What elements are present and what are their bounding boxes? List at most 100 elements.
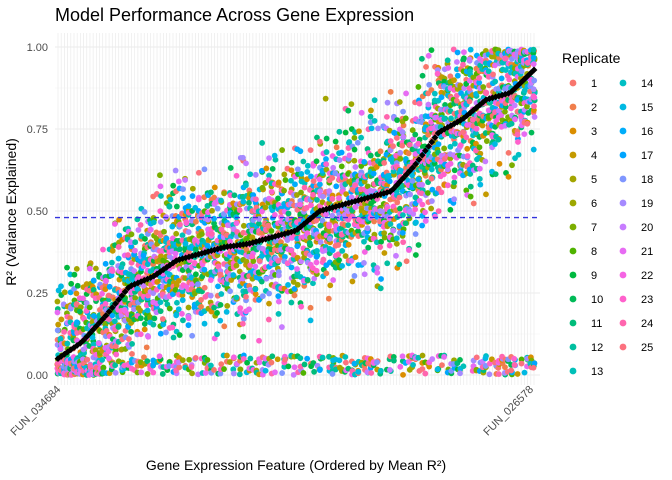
replicate-point <box>444 182 451 189</box>
replicate-point <box>142 235 148 242</box>
replicate-point <box>256 257 263 264</box>
replicate-point <box>400 134 407 140</box>
mean-point <box>64 348 71 356</box>
replicate-point <box>387 88 394 95</box>
replicate-point <box>227 238 233 245</box>
replicate-point <box>409 127 416 134</box>
replicate-point <box>354 139 361 146</box>
replicate-point <box>278 213 284 220</box>
replicate-point <box>383 113 390 120</box>
replicate-point <box>447 160 454 167</box>
mean-point <box>453 118 461 126</box>
replicate-point <box>473 125 480 132</box>
legend-key <box>569 199 577 207</box>
replicate-point <box>531 360 538 367</box>
replicate-point <box>390 227 397 234</box>
replicate-point <box>90 286 97 293</box>
replicate-point <box>483 90 489 97</box>
y-tick-label: 0.50 <box>27 206 48 218</box>
replicate-point <box>73 290 80 297</box>
replicate-point <box>246 199 252 206</box>
mean-point <box>118 292 126 300</box>
replicate-point <box>141 209 148 215</box>
mean-point <box>195 250 202 258</box>
replicate-point <box>410 361 416 368</box>
y-tick-label: 1.00 <box>27 42 48 54</box>
replicate-point <box>374 269 381 276</box>
replicate-point <box>313 253 320 260</box>
replicate-point <box>339 248 346 254</box>
replicate-point <box>74 319 80 326</box>
mean-point <box>498 91 506 99</box>
replicate-point <box>71 271 78 278</box>
replicate-point <box>279 147 286 153</box>
legend-label: 17 <box>641 150 653 162</box>
legend-label: 10 <box>591 294 603 306</box>
replicate-point <box>240 315 247 322</box>
replicate-point <box>250 258 257 265</box>
mean-point <box>99 315 107 323</box>
replicate-point <box>310 280 316 287</box>
mean-point <box>243 240 250 248</box>
legend-key <box>619 247 627 255</box>
replicate-point <box>386 178 393 185</box>
replicate-point <box>150 369 157 376</box>
replicate-point <box>378 238 385 245</box>
replicate-point <box>351 134 358 141</box>
replicate-point <box>99 356 106 363</box>
replicate-point <box>480 84 487 90</box>
replicate-point <box>419 366 426 372</box>
replicate-point <box>375 125 381 132</box>
replicate-point <box>447 155 454 162</box>
replicate-point <box>217 370 224 377</box>
replicate-point <box>440 171 447 178</box>
replicate-point <box>409 177 416 184</box>
replicate-point <box>447 206 454 213</box>
replicate-point <box>415 84 422 90</box>
replicate-point <box>314 247 320 254</box>
replicate-point <box>182 177 189 183</box>
replicate-point <box>356 128 362 135</box>
replicate-point <box>89 334 96 341</box>
replicate-point <box>454 72 461 79</box>
replicate-point <box>244 359 250 366</box>
replicate-point <box>476 176 483 182</box>
replicate-point <box>400 212 406 219</box>
replicate-point <box>464 153 471 159</box>
replicate-point <box>381 230 388 237</box>
replicate-point <box>381 234 388 241</box>
replicate-point <box>140 283 147 289</box>
legend-key <box>619 223 627 231</box>
mean-point <box>431 134 439 141</box>
mean-point <box>204 248 212 256</box>
replicate-point <box>215 283 221 290</box>
replicate-point <box>115 255 122 262</box>
replicate-point <box>144 307 151 314</box>
replicate-point <box>348 101 355 108</box>
replicate-point <box>470 116 476 123</box>
replicate-point <box>73 301 80 307</box>
replicate-point <box>192 246 199 253</box>
replicate-point <box>100 364 107 371</box>
replicate-point <box>419 55 425 62</box>
mean-point <box>230 242 238 250</box>
replicate-point <box>485 68 492 75</box>
chart-title: Model Performance Across Gene Expression <box>55 5 414 25</box>
replicate-point <box>308 173 314 180</box>
replicate-point <box>121 296 128 303</box>
replicate-point <box>201 284 208 291</box>
replicate-point <box>249 221 256 228</box>
replicate-point <box>304 162 311 169</box>
legend-key <box>619 295 627 303</box>
replicate-point <box>390 143 396 150</box>
replicate-point <box>247 262 254 269</box>
replicate-point <box>396 261 403 268</box>
replicate-point <box>371 218 377 225</box>
replicate-point <box>127 239 134 246</box>
replicate-point <box>313 158 320 165</box>
replicate-point <box>297 201 304 208</box>
replicate-point <box>58 316 65 323</box>
replicate-point <box>266 290 273 297</box>
replicate-point <box>262 367 269 374</box>
mean-point <box>322 205 330 213</box>
